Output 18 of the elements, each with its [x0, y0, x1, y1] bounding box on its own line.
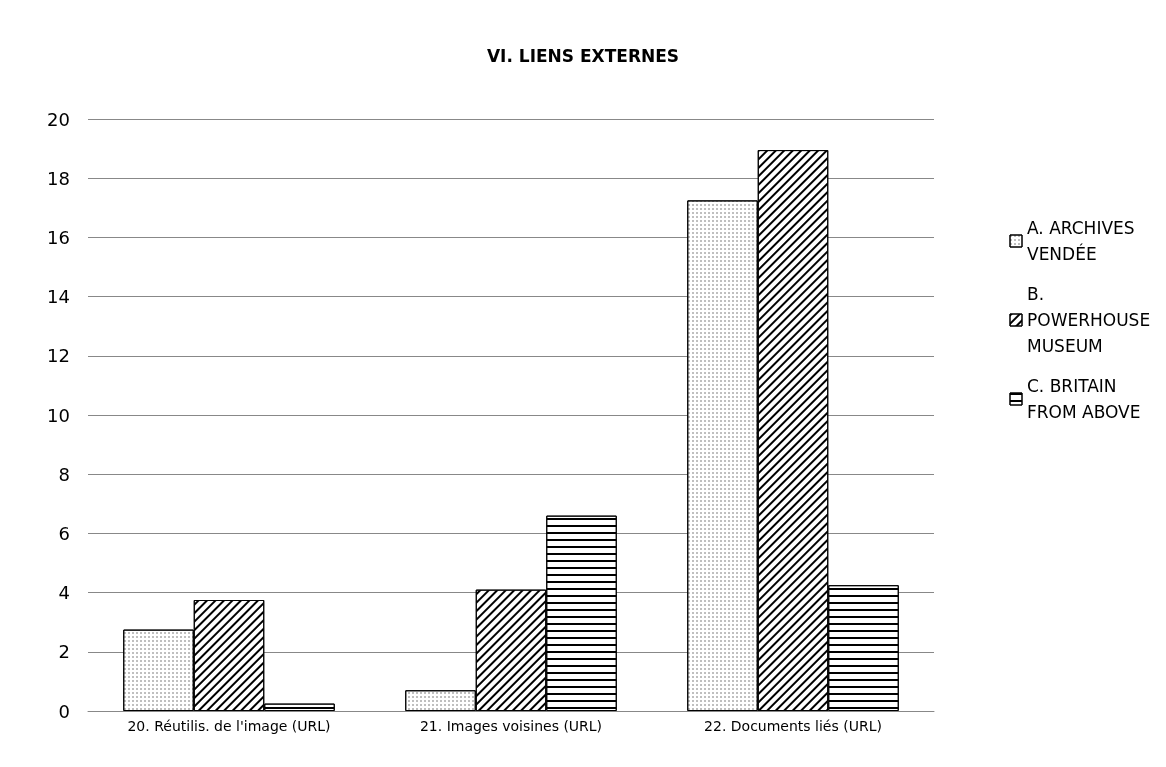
- y-tick-label: 14: [47, 286, 70, 308]
- x-tick-label: 20. Réutilis. de l'image (URL): [127, 718, 331, 734]
- y-tick-label: 16: [47, 226, 70, 248]
- y-tick-label: 20: [47, 108, 70, 130]
- y-tick-label: 8: [58, 463, 70, 485]
- y-tick-label: 10: [47, 404, 70, 426]
- y-tick-label: 2: [58, 641, 70, 663]
- legend-label: B. POWERHOUSE MUSEUM: [1027, 284, 1156, 356]
- y-tick-label: 6: [58, 522, 70, 544]
- x-tick-label: 21. Images voisines (URL): [419, 718, 603, 734]
- legend-label: A. ARCHIVES VENDÉE: [1027, 218, 1140, 264]
- y-tick-label: 4: [58, 582, 70, 604]
- legend-label: C. BRITAIN FROM ABOVE: [1027, 376, 1141, 422]
- chart-title: VI. LIENS EXTERNES: [486, 45, 680, 66]
- y-tick-label: 12: [47, 345, 70, 367]
- x-tick-label: 22. Documents liés (URL): [704, 718, 882, 734]
- y-tick-label: 0: [58, 700, 70, 722]
- y-tick-label: 18: [47, 167, 70, 189]
